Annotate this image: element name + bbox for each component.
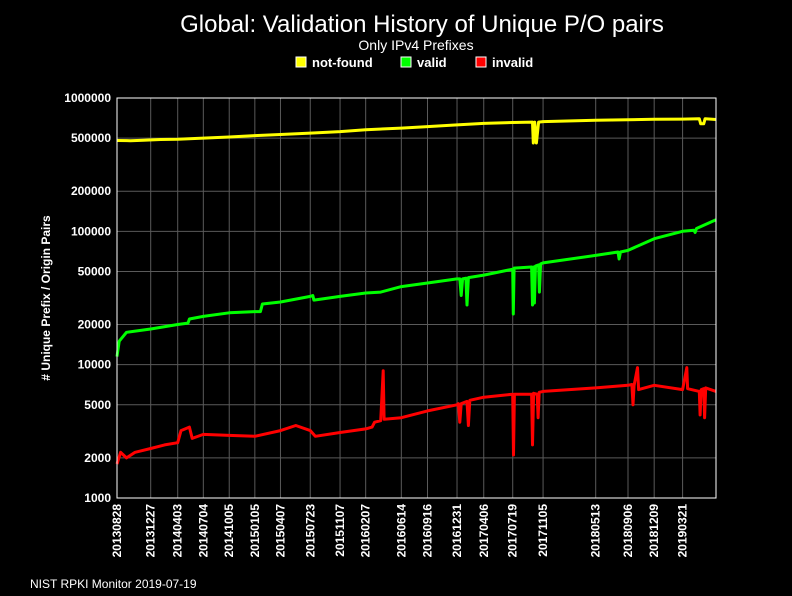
legend-swatch-not-found xyxy=(295,56,307,68)
x-tick-label: 20160614 xyxy=(394,504,408,558)
y-tick-label: 5000 xyxy=(84,398,111,412)
legend-swatch-invalid xyxy=(475,56,487,68)
y-axis-label: # Unique Prefix / Origin Pairs xyxy=(39,215,53,381)
x-tick-label: 20131227 xyxy=(144,504,158,558)
x-tick-label: 20130828 xyxy=(110,504,124,558)
x-tick-label: 20161231 xyxy=(450,504,464,558)
y-tick-label: 100000 xyxy=(71,224,111,238)
series-line-invalid xyxy=(115,366,717,465)
legend-swatch-valid xyxy=(400,56,412,68)
y-tick-label: 50000 xyxy=(78,264,112,278)
x-tick-label: 20150407 xyxy=(273,504,287,558)
x-axis-ticks: 20130828 20131227 20140403 20140704 20141005… xyxy=(110,504,690,558)
legend-label-invalid: invalid xyxy=(492,55,533,70)
legend: not-found valid invalid xyxy=(295,55,533,70)
y-tick-label: 1000000 xyxy=(64,91,111,105)
chart-subtitle: Only IPv4 Prefixes xyxy=(358,37,473,53)
x-tick-label: 20160916 xyxy=(420,504,434,558)
x-tick-label: 20171105 xyxy=(536,504,550,557)
series-lines xyxy=(115,117,717,465)
grid-lines xyxy=(116,97,716,499)
x-tick-label: 20151107 xyxy=(333,504,347,557)
x-tick-label: 20141005 xyxy=(222,504,236,558)
y-tick-label: 500000 xyxy=(71,131,111,145)
y-tick-label: 2000 xyxy=(84,451,111,465)
x-tick-label: 20180906 xyxy=(621,504,635,558)
x-tick-label: 20160207 xyxy=(359,504,373,558)
x-tick-label: 20140704 xyxy=(196,504,210,558)
y-tick-label: 20000 xyxy=(78,318,112,332)
x-tick-label: 20150723 xyxy=(303,504,317,558)
x-tick-label: 20150105 xyxy=(248,504,262,558)
x-tick-label: 20180513 xyxy=(589,504,603,558)
y-tick-label: 10000 xyxy=(78,358,112,372)
x-tick-label: 20181209 xyxy=(647,504,661,558)
y-axis-ticks: 1000 2000 5000 10000 20000 50000 100000 200000 5… xyxy=(64,91,111,505)
x-tick-label: 20190321 xyxy=(676,504,690,558)
series-line-valid xyxy=(115,218,717,357)
y-tick-label: 200000 xyxy=(71,184,111,198)
x-tick-label: 20140403 xyxy=(171,504,185,558)
chart-title: Global: Validation History of Unique P/O… xyxy=(180,11,664,38)
plot-frame xyxy=(116,97,717,499)
series-line-not-found xyxy=(116,117,717,145)
x-tick-label: 20170719 xyxy=(506,504,520,558)
legend-label-not-found: not-found xyxy=(312,55,373,70)
footer-text: NIST RPKI Monitor 2019-07-19 xyxy=(30,577,197,591)
y-tick-label: 1000 xyxy=(84,491,111,505)
legend-label-valid: valid xyxy=(417,55,447,70)
x-tick-label: 20170406 xyxy=(477,504,491,558)
